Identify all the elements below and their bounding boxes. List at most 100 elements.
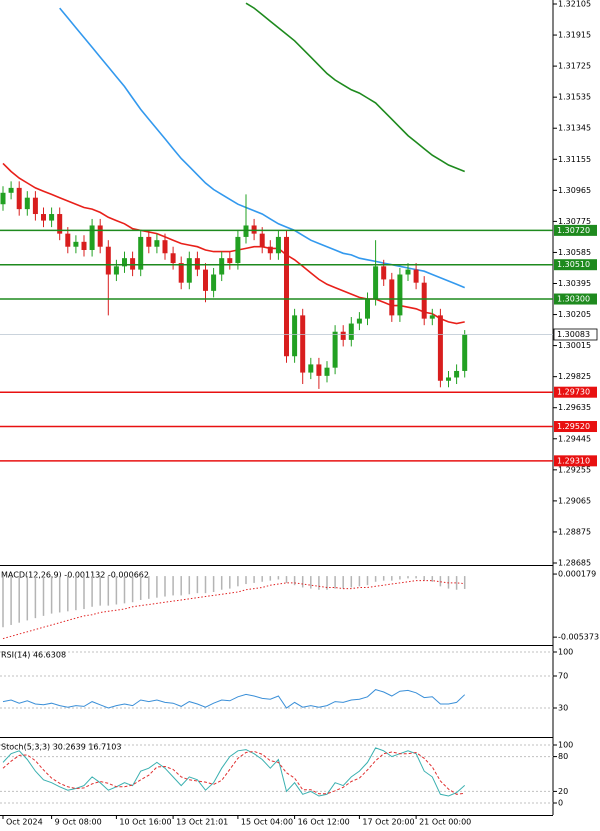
- candle-body: [97, 225, 103, 247]
- level-label-box: [554, 259, 597, 271]
- current-price-label: 1.30083: [557, 330, 590, 339]
- macd-bar: [204, 576, 207, 594]
- macd-bar: [115, 576, 118, 605]
- macd-bar: [455, 576, 458, 590]
- x-tick-label: 9 Oct 08:00: [55, 818, 102, 827]
- macd-bar: [269, 576, 272, 581]
- y-tick-label: 1.31915: [558, 31, 591, 40]
- y-tick-label: 1.28875: [558, 527, 591, 536]
- candle-body: [186, 258, 192, 283]
- y-tick-label: 1.30205: [558, 310, 591, 319]
- macd-bar: [164, 576, 166, 597]
- macd-bar: [261, 576, 263, 582]
- candle-body: [454, 370, 460, 378]
- macd-bar: [58, 576, 61, 613]
- macd-bar: [212, 576, 215, 592]
- candle-body: [373, 266, 379, 300]
- candle-body: [316, 364, 322, 376]
- candle-body: [421, 282, 427, 319]
- macd-bar: [358, 576, 361, 587]
- level-label-box: [554, 224, 597, 236]
- macd-bar: [245, 576, 247, 585]
- candle-body: [0, 192, 6, 205]
- y-tick-label: 1.29635: [558, 403, 591, 412]
- indicator-line: [2, 747, 466, 797]
- candle-body: [178, 263, 184, 283]
- x-tick-label: 10 Oct 16:00: [119, 818, 171, 827]
- macd-bar: [220, 576, 223, 590]
- macd-bar: [188, 576, 191, 595]
- level-label-box: [554, 386, 597, 398]
- indicator-line: [245, 2, 465, 173]
- candle-body: [113, 266, 119, 275]
- macd-bar: [237, 576, 239, 587]
- indicator-line: [59, 7, 466, 289]
- candle-body: [235, 236, 241, 264]
- x-tick-label: 16 Oct 12:00: [298, 818, 350, 827]
- macd-bar: [399, 576, 401, 580]
- y-tick-label: 1.29065: [558, 496, 591, 505]
- x-tick-label: 15 Oct 04:00: [241, 818, 293, 827]
- macd-bar: [156, 576, 158, 598]
- candle-body: [49, 214, 55, 221]
- candle-body: [389, 279, 395, 316]
- macd-bar: [42, 576, 45, 616]
- candle-body: [146, 236, 152, 247]
- y-tick-label: 1.29825: [558, 372, 591, 381]
- macd-bar: [463, 576, 466, 589]
- macd-bar: [10, 576, 12, 625]
- candle-body: [57, 214, 63, 234]
- macd-bar: [26, 576, 29, 621]
- level-label-box: [554, 421, 597, 433]
- macd-bar: [342, 576, 344, 589]
- x-tick-label: 17 Oct 20:00: [362, 818, 414, 827]
- candle-body: [332, 331, 338, 368]
- candle-body: [219, 258, 225, 275]
- macd-bar: [139, 576, 142, 600]
- macd-bar: [374, 576, 377, 582]
- level-label: 1.29730: [557, 388, 590, 397]
- macd-bar: [123, 576, 126, 604]
- macd-bar: [67, 576, 69, 612]
- indicator-title: MACD(12,26,9) -0.001132 -0.000662: [1, 571, 149, 580]
- macd-bar: [423, 576, 425, 581]
- candle-body: [162, 240, 168, 254]
- indicator-title: Stoch(5,3,3) 30.2639 16.7103: [1, 743, 121, 752]
- x-tick-label: Oct 2024: [6, 818, 43, 827]
- macd-bar: [196, 576, 199, 594]
- macd-bar: [350, 576, 353, 588]
- indicator-line: [2, 162, 465, 325]
- candle-body: [89, 225, 95, 250]
- candle-body: [194, 258, 200, 270]
- y-tick-label: 1.28685: [558, 559, 591, 568]
- candle-body: [122, 258, 127, 267]
- macd-bar: [334, 576, 336, 589]
- macd-bar: [99, 576, 101, 606]
- candle-body: [16, 187, 22, 210]
- candle-body: [348, 323, 354, 340]
- macd-bar: [18, 576, 20, 623]
- indicator-line: [2, 689, 466, 709]
- candle-body: [138, 236, 144, 270]
- y-tick-label: 1.32105: [558, 0, 591, 9]
- candle-body: [65, 233, 71, 247]
- candle-body: [405, 269, 411, 275]
- candle-body: [251, 225, 257, 234]
- macd-bar: [415, 576, 417, 579]
- macd-bar: [277, 576, 280, 580]
- level-label: 1.30720: [557, 226, 590, 235]
- x-tick-label: 21 Oct 00:00: [419, 818, 471, 827]
- y-tick-label: 20: [558, 787, 568, 796]
- macd-bar: [229, 576, 231, 589]
- candle-body: [73, 241, 79, 247]
- y-tick-label: 0: [558, 799, 563, 808]
- macd-bar: [75, 576, 77, 611]
- y-tick-label: 1.30585: [558, 248, 591, 257]
- macd-bar: [407, 576, 409, 579]
- candle-body: [397, 274, 403, 316]
- candle-body: [429, 315, 435, 319]
- level-label: 1.29310: [557, 456, 590, 465]
- y-tick-label: 80: [558, 752, 568, 761]
- candle-body: [462, 334, 468, 371]
